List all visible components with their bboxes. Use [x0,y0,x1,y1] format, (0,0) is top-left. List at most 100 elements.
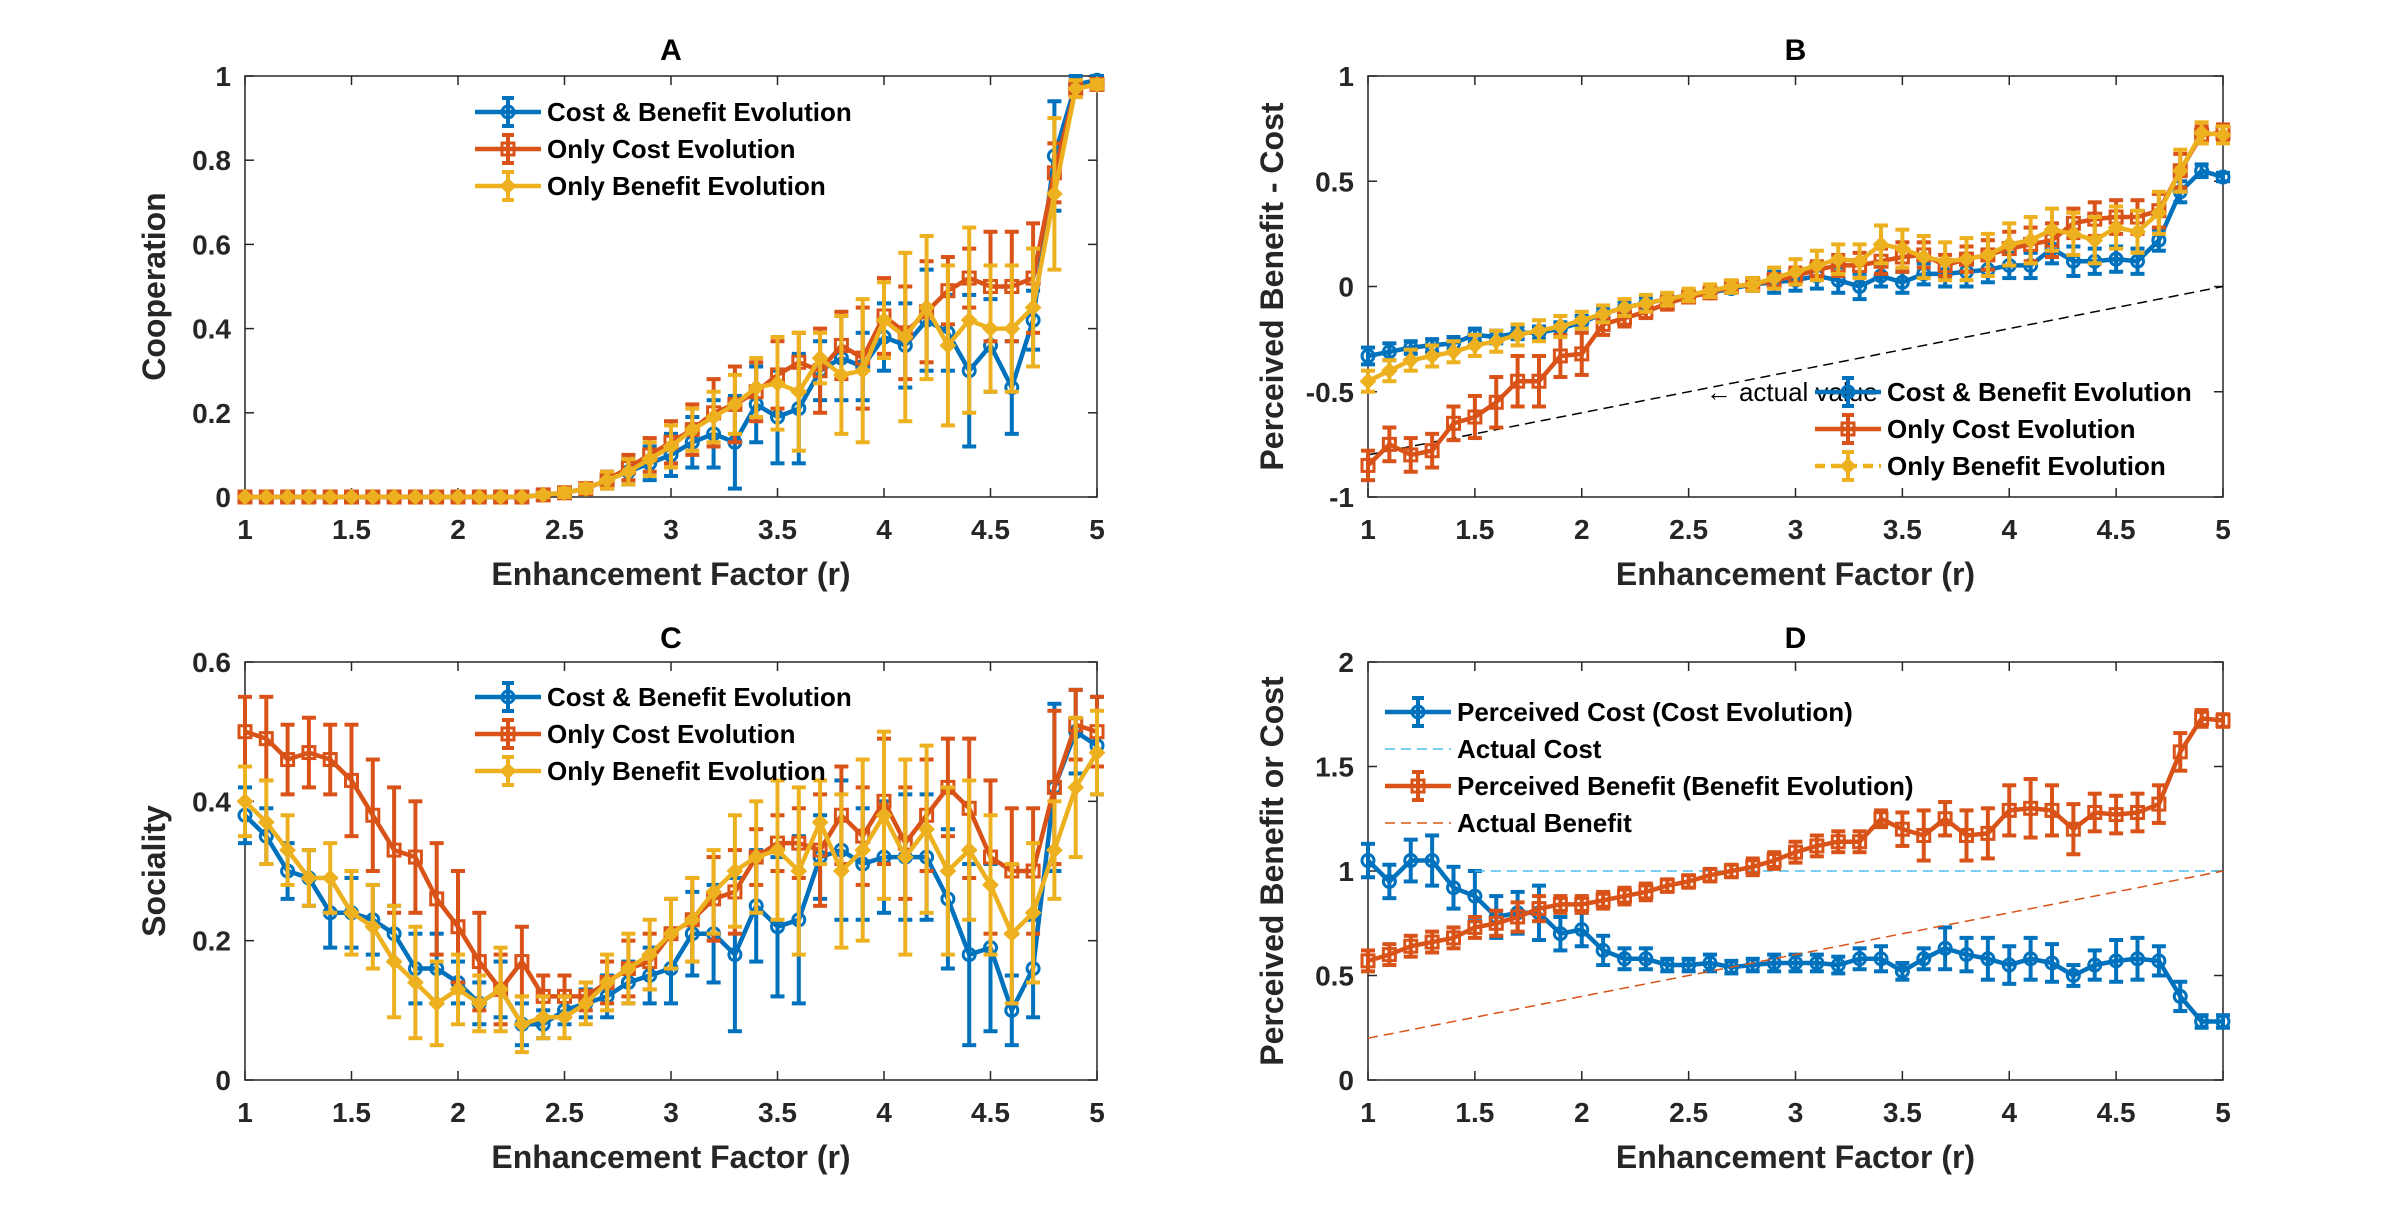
data-point [1574,896,1590,912]
data-point [1403,853,1419,869]
legend-marker [1840,384,1856,400]
y-tick-label: 0 [215,482,231,513]
data-point [1936,252,1954,270]
y-tick-label: 0.5 [1315,961,1354,992]
data-point [1744,275,1762,293]
data-point [300,488,318,506]
reference-line-actual-value [1367,285,2224,456]
data-point [407,849,423,865]
data-point [1595,942,1611,958]
legend: Cost & Benefit Evolution Only Cost Evolut… [475,96,852,202]
data-point [406,488,424,506]
data-point [1852,951,1868,967]
data-point [1658,290,1676,308]
x-tick-label: 1 [237,1097,253,1128]
y-tick-label: 1.5 [1315,752,1354,783]
x-tick-label: 2.5 [1669,514,1708,545]
data-point [1446,415,1461,431]
data-point [1681,957,1697,973]
data-point [280,752,296,768]
data-point [1487,332,1505,350]
data-point [1045,841,1063,859]
legend-label: Only Cost Evolution [1887,414,2135,444]
data-point [727,947,743,963]
data-point [449,981,467,998]
data-point [1958,250,1975,268]
data-point [279,841,297,859]
data-point [854,841,872,859]
data-point [1959,827,1974,843]
data-point [258,731,274,747]
data-point [2023,951,2039,967]
data-point [577,480,595,497]
legend-label: Perceived Cost (Cost Evolution) [1457,697,1853,727]
x-tick-label: 3 [663,1097,679,1128]
data-point [1872,235,1890,253]
data-point [1959,947,1974,963]
data-point [2087,957,2103,973]
x-tick-label: 5 [2215,1097,2231,1128]
reference-line [1367,870,2224,1039]
y-tick-label: 0 [215,1065,231,1096]
data-point [2044,955,2060,971]
data-point [1594,305,1612,323]
data-point [365,807,381,823]
data-point [257,813,275,831]
data-point [1979,246,1997,264]
y-tick-label: 0.2 [192,926,231,957]
x-tick-label: 1 [1360,1097,1376,1128]
panel-title: B [1785,34,1807,67]
data-point [683,421,701,439]
data-point [300,869,318,887]
data-point [1552,348,1568,364]
panel-b: B 1 1.5 2 2.5 3 3.5 4 4.5 5 -1 -0.5 0 0.5 1 Enhancement… [1254,34,2232,592]
data-point [236,488,254,506]
data-point [832,366,850,384]
data-point [1003,925,1021,943]
data-point [470,994,488,1012]
data-point [1766,955,1782,971]
data-point [598,471,616,489]
data-point [790,383,808,401]
x-tick-label: 2 [450,514,466,545]
data-point [237,724,253,740]
data-point [1852,279,1868,294]
data-point [257,488,275,506]
data-point [2194,710,2210,726]
data-point [1830,834,1846,850]
data-point [705,883,723,901]
x-tick-label: 4.5 [971,514,1010,545]
data-point [1637,294,1655,312]
data-point [2129,223,2146,241]
legend-marker [1840,421,1856,437]
x-axis-label: Enhancement Factor (r) [1616,556,1975,592]
data-point [1702,867,1718,883]
data-point [1701,282,1719,300]
data-point [1574,346,1590,362]
data-point [556,1008,573,1026]
data-point [1617,888,1632,904]
data-point [343,488,360,506]
panel-a: A 1 1.5 2 2.5 3 3.5 4 4.5 5 0 0.2 0.4 0.6 0.8 1 Enhancem… [136,34,1106,592]
data-point [683,911,701,929]
data-point [2043,221,2061,239]
data-point [364,488,382,506]
panel-c: C 1 1.5 2 2.5 3 3.5 4 4.5 5 0 0.2 0.4 0.6 Enhancement … [136,622,1106,1175]
legend-label: Actual Benefit [1457,808,1632,838]
y-tick-label: 0.6 [192,229,231,260]
data-point [1595,892,1611,908]
x-tick-label: 1.5 [1455,1097,1494,1128]
data-point [343,904,360,922]
series-only-benefit-evolution [236,708,1106,1055]
data-point [1808,257,1826,274]
data-point [513,1015,531,1033]
data-point [1046,779,1062,795]
x-tick-label: 4 [2001,514,2017,545]
data-point [961,947,977,963]
data-point [811,813,829,831]
x-tick-label: 2 [1574,1097,1590,1128]
data-point [2172,988,2188,1004]
data-point [1024,904,1042,922]
data-point [1893,240,1911,258]
data-point [854,362,872,380]
